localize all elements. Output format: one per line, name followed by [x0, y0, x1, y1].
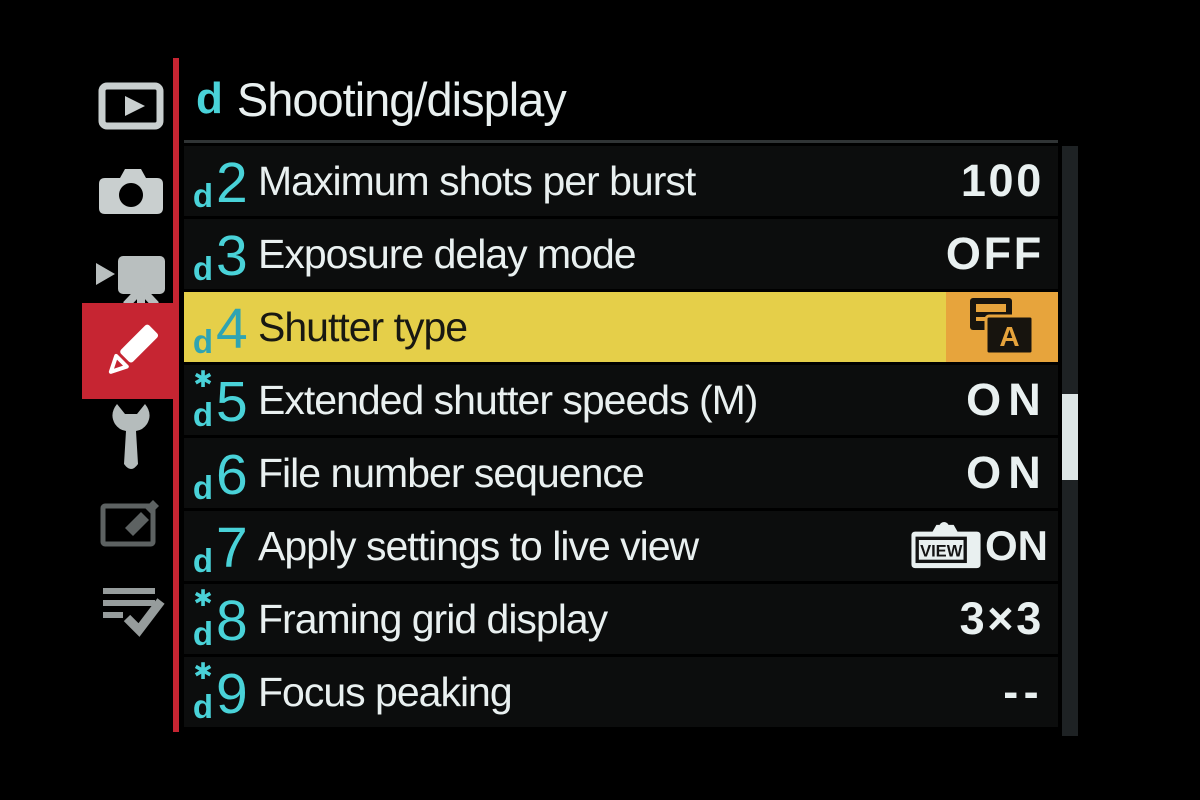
menu-rows: d 2 Maximum shots per burst 100 d 3 Expo… — [184, 146, 1058, 727]
menu-content: d Shooting/display d 2 Maximum shots per… — [184, 60, 1058, 730]
menu-header: d Shooting/display — [184, 60, 1058, 138]
menu-row-d7[interactable]: d 7 Apply settings to live view VIEW ON — [184, 511, 1058, 581]
shutter-type-auto-icon: A — [970, 298, 1035, 356]
menu-row-d8[interactable]: ✱ d 8 Framing grid display 3×3 — [184, 584, 1058, 654]
row-label: Apply settings to live view — [258, 522, 699, 569]
row-label: Maximum shots per burst — [258, 157, 696, 204]
pencil-icon — [108, 324, 158, 374]
sidebar-item-custom-settings[interactable] — [82, 303, 179, 399]
row-prefix: d 2 — [192, 151, 248, 215]
row-value: OFF — [945, 228, 1044, 279]
sidebar-item-playback[interactable] — [82, 80, 179, 132]
row-value: 3×3 — [959, 593, 1044, 644]
scrollbar-thumb[interactable] — [1062, 394, 1078, 480]
scrollbar-track[interactable] — [1062, 146, 1078, 736]
camera-icon — [98, 169, 163, 214]
row-prefix: d 7 — [192, 516, 248, 580]
row-value: ON — [966, 374, 1048, 425]
sidebar-item-my-menu[interactable] — [82, 583, 179, 639]
row-value: A — [946, 292, 1058, 362]
row-label: Extended shutter speeds (M) — [258, 376, 758, 423]
row-label: Focus peaking — [258, 668, 513, 715]
sidebar-item-setup[interactable] — [82, 402, 179, 474]
row-prefix: d 4 — [192, 297, 248, 361]
page-title: Shooting/display — [236, 72, 567, 126]
row-label: Shutter type — [258, 303, 468, 350]
menu-row-d5[interactable]: ✱ d 5 Extended shutter speeds (M) ON — [184, 365, 1058, 435]
sidebar-item-photo-shooting[interactable] — [82, 165, 179, 217]
menu-tab-sidebar — [0, 0, 179, 800]
asterisk-icon: ✱ — [193, 659, 213, 685]
checklist-icon — [102, 588, 165, 637]
row-prefix: ✱ d 5 — [192, 367, 248, 434]
sidebar-item-movie-shooting[interactable] — [82, 246, 179, 306]
header-divider — [184, 140, 1058, 143]
menu-row-d9[interactable]: ✱ d 9 Focus peaking -- — [184, 657, 1058, 727]
menu-row-d3[interactable]: d 3 Exposure delay mode OFF — [184, 219, 1058, 289]
live-view-camera-icon: VIEW — [911, 522, 981, 569]
row-value: VIEW ON — [909, 522, 1058, 570]
row-value: ON — [966, 447, 1048, 498]
menu-row-d6[interactable]: d 6 File number sequence ON — [184, 438, 1058, 508]
row-label: File number sequence — [258, 449, 645, 496]
row-prefix: d 6 — [192, 443, 248, 507]
playback-icon — [98, 82, 163, 130]
row-value: -- — [1003, 666, 1044, 717]
row-prefix: d 3 — [192, 224, 248, 288]
svg-text:A: A — [999, 321, 1019, 352]
sidebar-item-retouch[interactable] — [82, 488, 179, 550]
movie-camera-icon — [95, 256, 165, 305]
svg-text:VIEW: VIEW — [920, 543, 963, 561]
asterisk-icon: ✱ — [193, 367, 213, 393]
row-prefix: ✱ d 9 — [192, 659, 248, 726]
row-value: 100 — [960, 155, 1044, 206]
row-label: Exposure delay mode — [258, 230, 637, 277]
asterisk-icon: ✱ — [193, 586, 213, 612]
menu-row-d4-selected[interactable]: d 4 Shutter type A — [184, 292, 1058, 362]
row-prefix: ✱ d 8 — [192, 586, 248, 653]
menu-group-letter: d — [196, 74, 223, 123]
wrench-icon — [111, 404, 150, 469]
row-label: Framing grid display — [258, 595, 608, 642]
menu-row-d2[interactable]: d 2 Maximum shots per burst 100 — [184, 146, 1058, 216]
retouch-brush-icon — [100, 500, 159, 547]
sidebar-divider — [173, 58, 179, 732]
